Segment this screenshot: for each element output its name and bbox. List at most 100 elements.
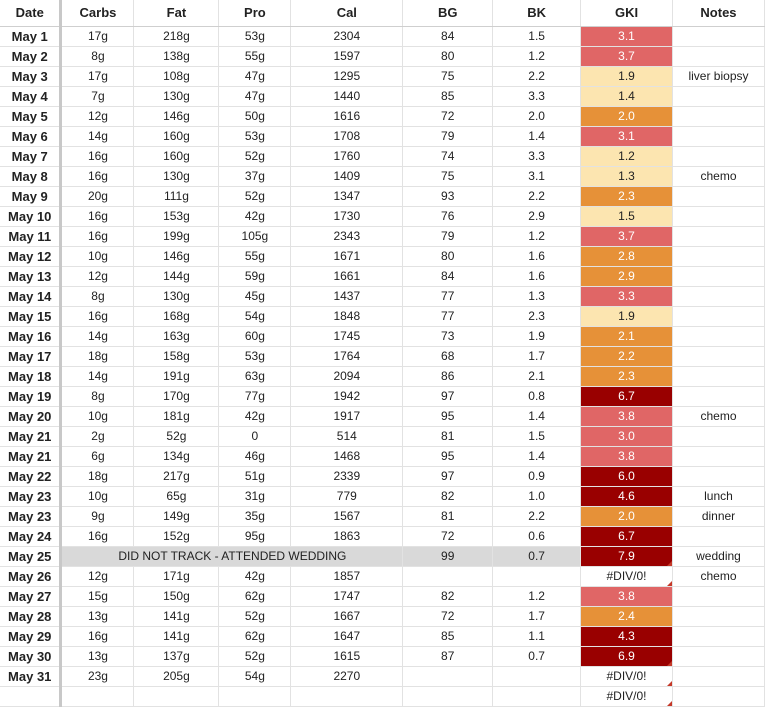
fat-cell[interactable]: 108g <box>133 66 220 87</box>
cal-cell[interactable]: 1848 <box>290 306 404 327</box>
notes-cell[interactable] <box>672 426 765 447</box>
cal-cell[interactable]: 1671 <box>290 246 404 267</box>
gki-cell[interactable]: 4.6 <box>580 486 673 507</box>
fat-cell[interactable]: 158g <box>133 346 220 367</box>
bg-cell[interactable]: 72 <box>402 526 494 547</box>
gki-cell[interactable]: 3.7 <box>580 226 673 247</box>
fat-cell[interactable]: 160g <box>133 126 220 147</box>
bg-cell[interactable]: 84 <box>402 26 494 47</box>
pro-cell[interactable]: 52g <box>218 606 292 627</box>
carbs-cell[interactable]: 16g <box>60 206 135 227</box>
pro-cell[interactable]: 35g <box>218 506 292 527</box>
fat-cell[interactable]: 146g <box>133 106 220 127</box>
date-cell[interactable]: May 27 <box>0 586 63 607</box>
fat-cell[interactable]: 152g <box>133 526 220 547</box>
carbs-cell[interactable]: 16g <box>60 526 135 547</box>
pro-cell[interactable]: 77g <box>218 386 292 407</box>
gki-cell[interactable]: #DIV/0! <box>580 686 673 707</box>
pro-cell[interactable]: 55g <box>218 46 292 67</box>
fat-cell[interactable]: 191g <box>133 366 220 387</box>
cal-cell[interactable]: 514 <box>290 426 404 447</box>
date-cell[interactable]: May 28 <box>0 606 63 627</box>
carbs-cell[interactable]: 9g <box>60 506 135 527</box>
notes-cell[interactable] <box>672 386 765 407</box>
pro-cell[interactable]: 45g <box>218 286 292 307</box>
bk-cell[interactable] <box>492 566 582 587</box>
bg-cell[interactable]: 95 <box>402 406 494 427</box>
cal-cell[interactable]: 1615 <box>290 646 404 667</box>
bk-cell[interactable]: 1.4 <box>492 126 582 147</box>
pro-cell[interactable]: 42g <box>218 406 292 427</box>
notes-cell[interactable] <box>672 146 765 167</box>
cal-cell[interactable]: 2270 <box>290 666 404 687</box>
notes-cell[interactable] <box>672 326 765 347</box>
date-cell[interactable]: May 11 <box>0 226 63 247</box>
gki-cell[interactable]: 3.1 <box>580 26 673 47</box>
cal-cell[interactable]: 1917 <box>290 406 404 427</box>
notes-cell[interactable] <box>672 206 765 227</box>
bg-cell[interactable]: 95 <box>402 446 494 467</box>
gki-cell[interactable]: 6.7 <box>580 526 673 547</box>
bk-cell[interactable]: 1.1 <box>492 626 582 647</box>
carbs-cell[interactable]: 14g <box>60 326 135 347</box>
notes-cell[interactable]: liver biopsy <box>672 66 765 87</box>
notes-cell[interactable]: chemo <box>672 166 765 187</box>
carbs-cell[interactable]: 13g <box>60 646 135 667</box>
carbs-cell[interactable]: 12g <box>60 106 135 127</box>
carbs-cell[interactable]: 16g <box>60 306 135 327</box>
merged-note-cell[interactable]: DID NOT TRACK - ATTENDED WEDDING <box>60 546 404 567</box>
bk-cell[interactable]: 0.7 <box>492 546 582 567</box>
date-cell[interactable]: May 3 <box>0 66 63 87</box>
date-cell[interactable]: May 16 <box>0 326 63 347</box>
pro-cell[interactable]: 52g <box>218 186 292 207</box>
date-cell[interactable]: May 2 <box>0 46 63 67</box>
bk-cell[interactable]: 2.2 <box>492 66 582 87</box>
cal-cell[interactable]: 2094 <box>290 366 404 387</box>
date-cell[interactable]: May 14 <box>0 286 63 307</box>
bk-cell[interactable]: 3.3 <box>492 86 582 107</box>
fat-cell[interactable]: 134g <box>133 446 220 467</box>
fat-cell[interactable]: 137g <box>133 646 220 667</box>
carbs-cell[interactable]: 8g <box>60 386 135 407</box>
gki-cell[interactable]: 3.1 <box>580 126 673 147</box>
bg-cell[interactable]: 82 <box>402 486 494 507</box>
bk-cell[interactable]: 0.9 <box>492 466 582 487</box>
cal-cell[interactable]: 1942 <box>290 386 404 407</box>
pro-cell[interactable]: 47g <box>218 66 292 87</box>
pro-cell[interactable]: 55g <box>218 246 292 267</box>
date-cell[interactable]: May 5 <box>0 106 63 127</box>
bg-cell[interactable]: 80 <box>402 46 494 67</box>
pro-cell[interactable]: 59g <box>218 266 292 287</box>
notes-cell[interactable] <box>672 306 765 327</box>
bg-cell[interactable]: 73 <box>402 326 494 347</box>
carbs-cell[interactable]: 13g <box>60 606 135 627</box>
bg-cell[interactable]: 84 <box>402 266 494 287</box>
carbs-cell[interactable]: 17g <box>60 66 135 87</box>
fat-cell[interactable]: 146g <box>133 246 220 267</box>
pro-cell[interactable]: 62g <box>218 626 292 647</box>
date-cell[interactable]: May 24 <box>0 526 63 547</box>
bg-cell[interactable]: 79 <box>402 126 494 147</box>
fat-cell[interactable]: 141g <box>133 606 220 627</box>
bg-cell[interactable]: 77 <box>402 286 494 307</box>
notes-cell[interactable] <box>672 86 765 107</box>
date-cell[interactable] <box>0 686 63 707</box>
pro-cell[interactable]: 95g <box>218 526 292 547</box>
fat-cell[interactable]: 144g <box>133 266 220 287</box>
notes-cell[interactable] <box>672 466 765 487</box>
fat-cell[interactable]: 111g <box>133 186 220 207</box>
carbs-cell[interactable]: 14g <box>60 126 135 147</box>
cal-cell[interactable]: 1857 <box>290 566 404 587</box>
date-cell[interactable]: May 26 <box>0 566 63 587</box>
fat-cell[interactable]: 52g <box>133 426 220 447</box>
notes-cell[interactable] <box>672 246 765 267</box>
date-cell[interactable]: May 12 <box>0 246 63 267</box>
header-cal[interactable]: Cal <box>290 0 404 27</box>
bk-cell[interactable]: 0.8 <box>492 386 582 407</box>
date-cell[interactable]: May 10 <box>0 206 63 227</box>
fat-cell[interactable]: 199g <box>133 226 220 247</box>
gki-cell[interactable]: 2.3 <box>580 366 673 387</box>
bk-cell[interactable]: 1.2 <box>492 586 582 607</box>
bk-cell[interactable] <box>492 686 582 707</box>
bg-cell[interactable] <box>402 686 494 707</box>
